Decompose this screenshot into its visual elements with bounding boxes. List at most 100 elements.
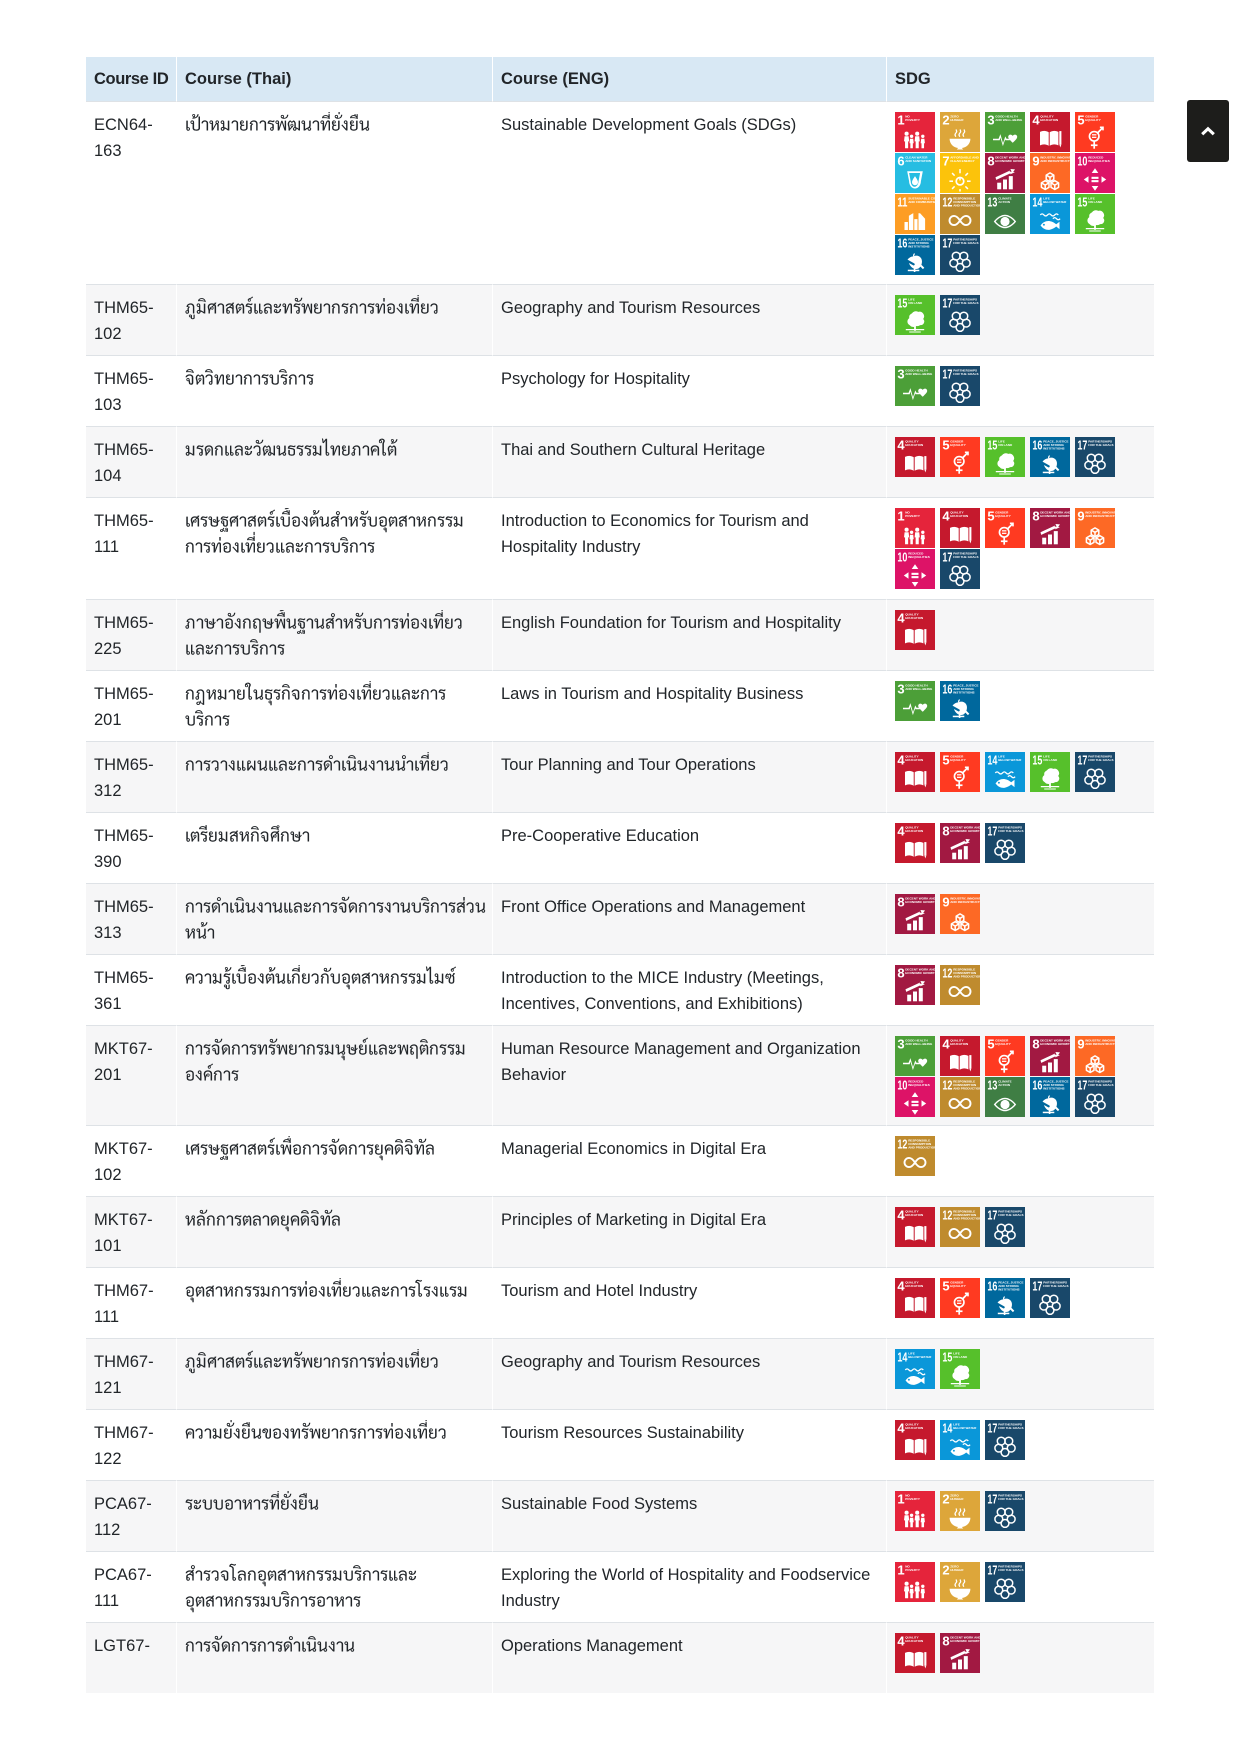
cell-course-thai [176,883,492,954]
sdg-tile-list: 4 QUALITY EDUCATION 5 GENDER EQUALITY 15 LIFE ON… [895,437,1146,478]
cell-course-eng: Front Office Operations and Management [492,883,886,954]
cell-course-eng: Sustainable Food Systems [492,1480,886,1551]
table-row: THM65-390 Pre-Cooperative Education 4 QUA… [86,812,1154,883]
sdg-tile-15: 15 LIFE ON LAND [940,1349,980,1389]
table-row: PCA67-112 Sustainable Food Systems 1 NO PO… [86,1480,1154,1551]
sdg-tile-8: 8 DECENT WORK AND ECONOMIC GROWTH [1030,1036,1070,1076]
table-row: THM67-121 Geography and Tourism Resource… [86,1338,1154,1409]
sdg-tile-list: 14 LIFE BELOW WATER 15 LIFE ON LAND [895,1349,1146,1390]
sdg-tile-list: 1 NO POVERTY 4 QUALITY EDUCATION 5 GENDER EQUALI… [895,508,1146,590]
scroll-to-top-button[interactable] [1187,100,1229,162]
svg-text:17: 17 [942,550,952,565]
column-header-course-id: Course ID [86,57,176,101]
sdg-tile-16: 16 PEACE, JUSTICE AND STRONG INSTITUTIONS [985,1278,1025,1318]
thai-course-name [185,1349,438,1374]
svg-text:1: 1 [897,113,904,128]
svg-text:3: 3 [897,682,904,697]
thai-course-name [185,610,462,655]
svg-text:INDUSTRY, INNOVATIONAND INFRAS: INDUSTRY, INNOVATIONAND INFRASTRUCTURE [950,897,980,904]
thai-course-name [185,508,463,553]
cell-course-id: THM65-313 [86,883,176,954]
cell-course-eng: Psychology for Hospitality [492,355,886,426]
sdg-tile-16: 16 PEACE, JUSTICE AND STRONG INSTITUTIONS [1030,437,1070,477]
sdg-tile-6: 6 CLEAN WATER AND SANITATION [895,153,935,193]
cell-course-eng: Tourism Resources Sustainability [492,1409,886,1480]
svg-text:8: 8 [942,824,949,839]
cell-course-id: PCA67-111 [86,1551,176,1622]
svg-text:7: 7 [942,154,949,169]
sdg-tile-8: 8 DECENT WORK AND ECONOMIC GROWTH [895,894,935,934]
svg-text:17: 17 [1077,753,1087,768]
header-row: Course ID Course (Thai) Course (ENG) SDG [86,57,1154,101]
sdg-tile-12: 12 RESPONSIBLE CONSUMPTION AND PRODUCTION [940,965,980,1005]
sdg-tile-4: 4 QUALITY EDUCATION [895,1420,935,1460]
column-header-sdg: SDG [886,57,1154,101]
svg-text:4: 4 [897,611,905,626]
sdg-tile-16: 16 PEACE, JUSTICE AND STRONG INSTITUTIONS [940,681,980,721]
cell-course-thai [176,741,492,812]
cell-course-id: THM65-102 [86,284,176,355]
svg-text:5: 5 [942,438,949,453]
cell-sdg: 4 QUALITY EDUCATION 5 GENDER EQUALITY 16 PEACE,… [886,1267,1154,1338]
cell-course-eng: Exploring the World of Hospitality and F… [492,1551,886,1622]
cell-course-thai [176,812,492,883]
sdg-tile-1: 1 NO POVERTY [895,1491,935,1531]
sdg-tile-17: 17 PARTNERSHIPS FOR THE GOALS [985,1491,1025,1531]
svg-text:14: 14 [987,753,998,768]
cell-course-id: THM65-361 [86,954,176,1025]
cell-course-id: THM65-201 [86,670,176,741]
svg-text:15: 15 [942,1350,952,1365]
svg-text:17: 17 [1077,1078,1087,1093]
sdg-tile-list: 3 GOOD HEALTH AND WELL-BEING 4 QUALITY EDUCAT… [895,1036,1146,1118]
thai-course-name [185,752,448,771]
svg-text:17: 17 [987,824,997,839]
svg-text:11: 11 [897,195,907,210]
svg-text:INDUSTRY, INNOVATIONAND INFRAS: INDUSTRY, INNOVATIONAND INFRASTRUCTURE [1040,156,1070,163]
svg-text:4: 4 [897,438,905,453]
cell-course-thai [176,954,492,1025]
sdg-tile-17: 17 PARTNERSHIPS FOR THE GOALS [985,1420,1025,1460]
sdg-tile-10: 10 REDUCED INEQUALITIES [895,549,935,589]
sdg-tile-16: 16 PEACE, JUSTICE AND STRONG INSTITUTIONS [895,235,935,275]
svg-text:5: 5 [987,1037,994,1052]
cell-course-id: MKT67-201 [86,1025,176,1125]
svg-text:8: 8 [942,1634,949,1649]
thai-course-name [185,681,446,726]
table-row: THM65-102 Geography and Tourism Resource… [86,284,1154,355]
svg-text:16: 16 [897,236,907,251]
svg-text:10: 10 [1077,154,1087,169]
svg-text:8: 8 [987,154,994,169]
cell-course-id: THM65-103 [86,355,176,426]
table-row: THM65-201 Laws in Tourism and Hospitalit… [86,670,1154,741]
sdg-tile-17: 17 PARTNERSHIPS FOR THE GOALS [985,1207,1025,1247]
sdg-tile-list: 1 NO POVERTY 2 ZERO HUNGER 17 PARTNERSHIPS FOR T… [895,1491,1146,1532]
svg-text:12: 12 [897,1137,907,1152]
svg-text:13: 13 [987,1078,997,1093]
svg-text:4: 4 [897,1634,905,1649]
cell-course-id: THM67-122 [86,1409,176,1480]
cell-sdg: 4 QUALITY EDUCATION [886,599,1154,670]
sdg-tile-5: 5 GENDER EQUALITY [940,437,980,477]
cell-course-eng: Tour Planning and Tour Operations [492,741,886,812]
sdg-tile-7: 7 AFFORDABLE AND CLEAN ENERGY [940,153,980,193]
column-header-course-eng: Course (ENG) [492,57,886,101]
sdg-tile-8: 8 DECENT WORK AND ECONOMIC GROWTH [895,965,935,1005]
sdg-tile-4: 4 QUALITY EDUCATION [940,508,980,548]
sdg-tile-list: 4 QUALITY EDUCATION 12 RESPONSIBLE CONSUMPTIO… [895,1207,1146,1248]
svg-text:4: 4 [897,1421,905,1436]
